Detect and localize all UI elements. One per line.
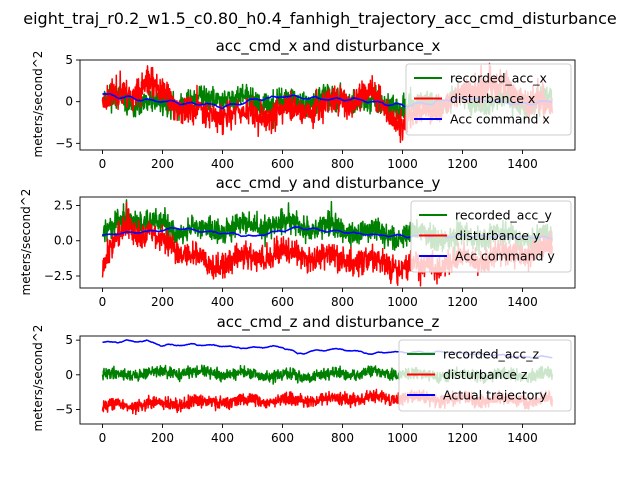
legend-x: recorded_acc_x disturbance x Acc command x bbox=[405, 63, 572, 136]
x-tick-label-x: 0 bbox=[99, 157, 107, 171]
subplot-x-plot-area: 0 200 400 600 800 1000 1200 1400 −5 0 5 recorded_ac… bbox=[55, 53, 576, 171]
subplot-z-title: acc_cmd_z and disturbance_z bbox=[217, 313, 440, 332]
x-tick-label-y: 1400 bbox=[507, 295, 538, 309]
y-tick-label-x: −5 bbox=[55, 136, 73, 150]
x-tick-label-x: 1000 bbox=[387, 157, 418, 171]
legend-label-y-3: Acc command y bbox=[455, 249, 555, 264]
x-tick-label-x: 400 bbox=[211, 157, 234, 171]
legend-label-x-1: recorded_acc_x bbox=[450, 71, 547, 86]
legend-label-z-3: Actual trajectory bbox=[443, 388, 548, 403]
figure-suptitle: eight_traj_r0.2_w1.5_c0.80_h0.4_fanhigh_… bbox=[23, 9, 616, 29]
legend-label-z-1: recorded_acc_z bbox=[443, 347, 539, 362]
subplot-z-ylabel: meters/second^2 bbox=[31, 325, 45, 432]
legend-label-z-2: disturbance z bbox=[443, 367, 528, 382]
subplot-z-plot-area: 0 200 400 600 800 1000 1200 1400 −5 0 5 recorded_ac… bbox=[55, 333, 576, 445]
legend-label-x-3: Acc command x bbox=[450, 112, 550, 127]
x-tick-label-z: 600 bbox=[271, 431, 294, 445]
legend-y: recorded_acc_y disturbance y Acc command y bbox=[410, 200, 572, 273]
y-tick-label-z: −5 bbox=[55, 402, 73, 416]
x-tick-label-z: 400 bbox=[211, 431, 234, 445]
legend-z: recorded_acc_z disturbance z Actual trajec… bbox=[398, 339, 572, 412]
x-tick-label-y: 400 bbox=[211, 295, 234, 309]
legend-box-y bbox=[410, 200, 572, 273]
x-tick-label-x: 1400 bbox=[507, 157, 538, 171]
legend-box-z bbox=[398, 339, 572, 412]
axes-frame-x bbox=[79, 59, 576, 151]
axes-frame-y bbox=[79, 196, 576, 289]
x-tick-label-z: 200 bbox=[151, 431, 174, 445]
x-tick-label-y: 1000 bbox=[387, 295, 418, 309]
y-tick-label-y: 2.5 bbox=[54, 198, 73, 212]
y-tick-label-z: 5 bbox=[65, 333, 73, 347]
x-tick-label-z: 1200 bbox=[447, 431, 478, 445]
x-tick-label-y: 1200 bbox=[447, 295, 478, 309]
y-tick-label-y: −2.5 bbox=[44, 269, 73, 283]
subplot-y-ylabel: meters/second^2 bbox=[19, 189, 33, 296]
subplot-y: acc_cmd_y and disturbance_y meters/secon… bbox=[19, 174, 576, 309]
legend-label-y-2: disturbance y bbox=[455, 228, 541, 243]
x-tick-label-z: 0 bbox=[99, 431, 107, 445]
x-tick-label-y: 800 bbox=[331, 295, 354, 309]
x-tick-label-x: 1200 bbox=[447, 157, 478, 171]
x-tick-label-x: 600 bbox=[271, 157, 294, 171]
subplot-x-title: acc_cmd_x and disturbance_x bbox=[216, 37, 441, 56]
subplot-y-title: acc_cmd_y and disturbance_y bbox=[216, 174, 441, 193]
legend-label-x-2: disturbance x bbox=[450, 91, 535, 106]
x-tick-label-y: 0 bbox=[99, 295, 107, 309]
legend-box-x bbox=[405, 63, 572, 136]
legend-label-y-1: recorded_acc_y bbox=[455, 208, 552, 223]
x-tick-label-y: 600 bbox=[271, 295, 294, 309]
y-tick-label-x: 0 bbox=[65, 95, 73, 109]
subplot-x: acc_cmd_x and disturbance_x meters/secon… bbox=[31, 37, 576, 171]
subplot-z: acc_cmd_z and disturbance_z meters/secon… bbox=[31, 313, 576, 445]
y-tick-label-z: 0 bbox=[65, 368, 73, 382]
x-tick-label-x: 200 bbox=[151, 157, 174, 171]
subplot-x-ylabel: meters/second^2 bbox=[31, 51, 45, 158]
x-tick-label-z: 800 bbox=[331, 431, 354, 445]
x-tick-label-x: 800 bbox=[331, 157, 354, 171]
x-tick-label-z: 1000 bbox=[387, 431, 418, 445]
x-tick-label-z: 1400 bbox=[507, 431, 538, 445]
y-tick-label-y: 0.0 bbox=[54, 234, 73, 248]
axes-frame-z bbox=[79, 335, 576, 425]
subplot-y-plot-area: 0 200 400 600 800 1000 1200 1400 −2.5 0.0 2.5 recor… bbox=[44, 196, 576, 309]
y-tick-label-x: 5 bbox=[65, 53, 73, 67]
x-tick-label-y: 200 bbox=[151, 295, 174, 309]
